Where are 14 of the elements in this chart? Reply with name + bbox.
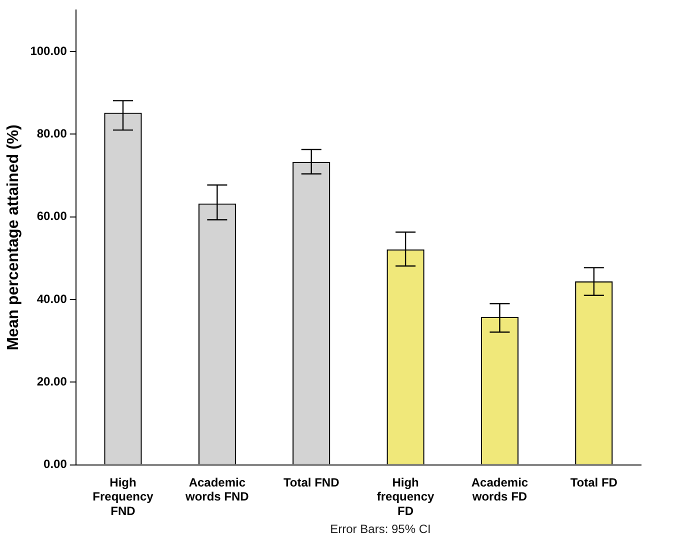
y-tick-label: 40.00 bbox=[36, 292, 68, 306]
x-tick-label: Academic words FND bbox=[184, 475, 250, 504]
x-tick-label: High frequency FD bbox=[376, 475, 435, 518]
x-tick-label: Academic words FD bbox=[471, 475, 528, 504]
x-tick-label: High Frequency FND bbox=[92, 475, 154, 518]
y-tick-label: 60.00 bbox=[36, 209, 68, 224]
text: Error Bars: 95% CI bbox=[329, 522, 432, 536]
y-tick-label: 100.00 bbox=[30, 44, 68, 58]
y-tick-label: 80.00 bbox=[36, 126, 68, 140]
y-tick-label: 20.00 bbox=[36, 374, 68, 388]
x-tick-label: Total FD bbox=[570, 475, 618, 490]
x-tick-label: Total FND bbox=[283, 475, 340, 490]
y-axis-title: Mean percentage attained (%) bbox=[5, 124, 22, 350]
y-tick-label: 0.00 bbox=[44, 457, 68, 472]
